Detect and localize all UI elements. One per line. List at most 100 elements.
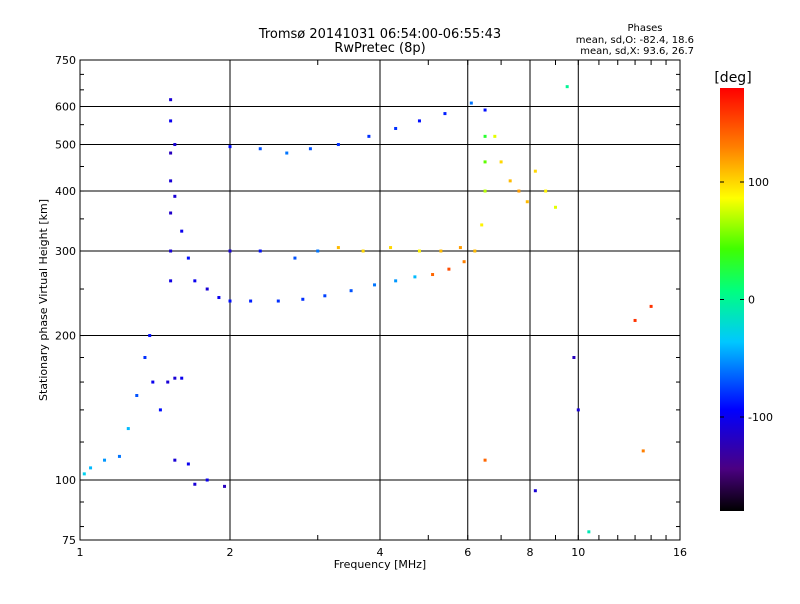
data-point bbox=[483, 189, 487, 193]
data-point bbox=[483, 160, 487, 164]
data-point bbox=[151, 380, 155, 384]
data-point bbox=[417, 249, 421, 253]
data-point bbox=[186, 256, 190, 260]
y-tick-label: 750 bbox=[55, 54, 76, 67]
data-point bbox=[126, 427, 130, 431]
data-point bbox=[186, 462, 190, 466]
x-tick-label: 4 bbox=[377, 546, 384, 559]
data-point bbox=[169, 119, 173, 123]
data-point bbox=[480, 223, 484, 227]
data-point bbox=[169, 151, 173, 155]
data-point bbox=[394, 126, 398, 130]
data-point bbox=[228, 299, 232, 303]
data-point bbox=[169, 249, 173, 253]
data-point bbox=[572, 355, 576, 359]
data-point bbox=[135, 394, 139, 398]
data-point bbox=[217, 296, 221, 300]
data-point bbox=[158, 408, 162, 412]
x-tick-label: 8 bbox=[527, 546, 534, 559]
data-point bbox=[389, 246, 393, 250]
data-point bbox=[499, 160, 503, 164]
data-point bbox=[413, 275, 417, 279]
data-point bbox=[148, 334, 152, 338]
data-point bbox=[462, 260, 466, 264]
data-point bbox=[641, 449, 645, 453]
chart-title: Tromsø 20141031 06:54:00-06:55:43 bbox=[258, 27, 501, 42]
colorbar-ticks: 100 0 -100 bbox=[720, 176, 773, 424]
x-tick-label: 1 bbox=[77, 546, 84, 559]
data-point bbox=[533, 489, 537, 493]
data-point bbox=[308, 147, 312, 151]
data-point bbox=[173, 376, 177, 380]
data-point bbox=[443, 112, 447, 116]
data-point bbox=[336, 143, 340, 147]
y-tick-label: 600 bbox=[55, 101, 76, 114]
data-point bbox=[431, 273, 435, 277]
data-point bbox=[544, 189, 548, 193]
data-point bbox=[173, 458, 177, 462]
data-point bbox=[180, 229, 184, 233]
x-axis-label: Frequency [MHz] bbox=[334, 558, 426, 571]
data-point bbox=[103, 458, 107, 462]
data-point bbox=[576, 408, 580, 412]
data-point bbox=[483, 108, 487, 112]
data-point bbox=[447, 267, 451, 271]
data-point bbox=[553, 205, 557, 209]
data-point bbox=[169, 211, 173, 215]
data-point bbox=[258, 249, 262, 253]
chart-subtitle: RwPretec (8p) bbox=[334, 41, 425, 56]
data-point bbox=[193, 279, 197, 283]
x-tick-label: 10 bbox=[571, 546, 585, 559]
x-axis-ticks: 1 2 4 6 8 10 16 bbox=[77, 60, 687, 559]
data-point bbox=[565, 85, 569, 89]
data-point bbox=[473, 249, 477, 253]
phase-stats-x: mean, sd,X: 93.6, 26.7 bbox=[580, 46, 694, 57]
colorbar-tick-label: -100 bbox=[748, 411, 773, 424]
data-point bbox=[373, 283, 377, 287]
data-point bbox=[169, 279, 173, 283]
y-tick-label: 300 bbox=[55, 245, 76, 258]
data-point bbox=[173, 194, 177, 198]
y-tick-label: 500 bbox=[55, 139, 76, 152]
data-point bbox=[483, 458, 487, 462]
y-tick-label: 75 bbox=[62, 534, 76, 547]
x-tick-label: 6 bbox=[464, 546, 471, 559]
data-point bbox=[205, 287, 209, 291]
y-tick-label: 400 bbox=[55, 185, 76, 198]
data-point bbox=[525, 200, 529, 204]
data-point bbox=[469, 101, 473, 105]
scatter-points bbox=[82, 85, 653, 534]
y-tick-label: 200 bbox=[55, 330, 76, 343]
data-point bbox=[508, 179, 512, 183]
data-point bbox=[301, 297, 305, 301]
data-point bbox=[439, 249, 443, 253]
y-tick-label: 100 bbox=[55, 474, 76, 487]
colorbar-label: [deg] bbox=[714, 70, 751, 86]
data-point bbox=[533, 169, 537, 173]
data-point bbox=[285, 151, 289, 155]
data-point bbox=[258, 147, 262, 151]
data-point bbox=[169, 98, 173, 102]
data-point bbox=[323, 294, 327, 298]
data-point bbox=[205, 478, 209, 482]
data-point bbox=[173, 143, 177, 147]
data-point bbox=[228, 145, 232, 149]
data-point bbox=[587, 530, 591, 534]
data-point bbox=[458, 246, 462, 250]
data-point bbox=[483, 134, 487, 138]
grid-lines bbox=[80, 60, 680, 540]
data-point bbox=[276, 299, 280, 303]
data-point bbox=[316, 249, 320, 253]
x-tick-label: 16 bbox=[673, 546, 687, 559]
phase-stats-heading: Phases bbox=[627, 23, 662, 34]
data-point bbox=[394, 279, 398, 283]
data-point bbox=[349, 289, 353, 293]
data-point bbox=[166, 380, 170, 384]
data-point bbox=[249, 299, 253, 303]
data-point bbox=[180, 376, 184, 380]
data-point bbox=[493, 134, 497, 138]
data-point bbox=[336, 246, 340, 250]
data-point bbox=[223, 484, 227, 488]
data-point bbox=[82, 472, 86, 476]
